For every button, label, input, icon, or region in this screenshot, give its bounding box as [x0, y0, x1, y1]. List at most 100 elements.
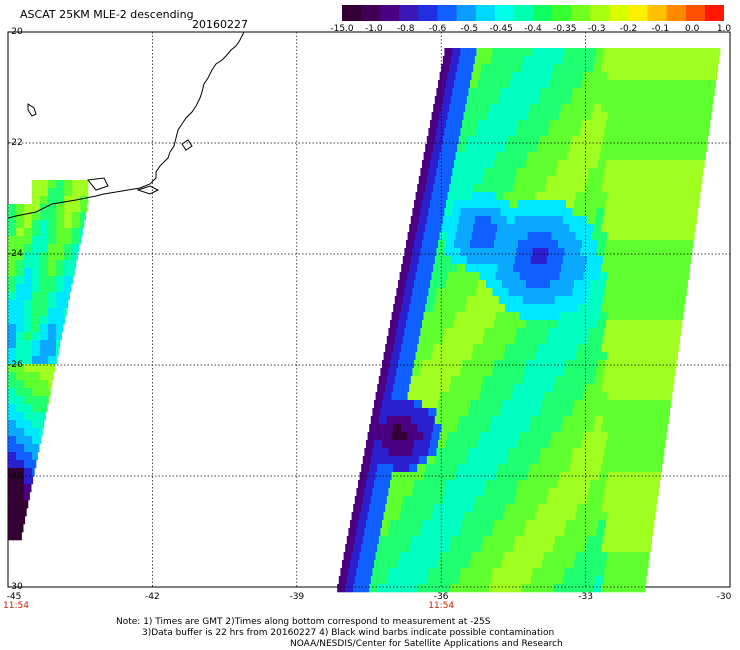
- swath-cell: [601, 584, 610, 593]
- swath-cell: [535, 432, 544, 441]
- swath-cell: [8, 332, 17, 341]
- swath-cell: [410, 456, 420, 465]
- swath-cell: [436, 328, 445, 337]
- swath-cell: [455, 552, 464, 561]
- swath-cell: [513, 104, 522, 113]
- swath-cell: [390, 360, 399, 369]
- swath-cell: [554, 336, 564, 345]
- swath-cell: [481, 144, 490, 153]
- swath-cell: [553, 544, 562, 553]
- swath-cell: [80, 212, 86, 221]
- swath-cell: [599, 552, 608, 561]
- swath-cell: [601, 344, 610, 353]
- swath-cell: [348, 568, 357, 577]
- swath-cell: [545, 384, 554, 393]
- swath-cell: [582, 200, 591, 209]
- swath-cell: [409, 344, 418, 353]
- swath-cell: [612, 88, 621, 97]
- swath-cell: [402, 256, 412, 265]
- swath-cell: [598, 440, 607, 449]
- swath-cell: [425, 384, 434, 393]
- colorbar-swatch: [628, 5, 649, 21]
- swath-cell: [414, 440, 423, 449]
- swath-cell: [404, 528, 413, 537]
- swath-cell: [500, 88, 509, 97]
- swath-cell: [16, 460, 25, 469]
- swath-cell: [705, 144, 707, 153]
- swath-cell: [396, 448, 405, 457]
- swath-cell: [382, 560, 391, 569]
- swath-cell: [484, 208, 493, 217]
- swath-cell: [450, 336, 460, 345]
- swath-cell: [476, 128, 485, 137]
- swath-cell: [519, 552, 528, 561]
- swath-cell: [630, 200, 639, 209]
- swath-cell: [644, 568, 648, 577]
- swath-cell: [24, 252, 33, 261]
- swath-cell: [588, 488, 597, 497]
- swath-cell: [634, 416, 644, 425]
- swath-cell: [623, 432, 632, 441]
- swath-cell: [598, 200, 607, 209]
- colorbar-tick-label: -0.1: [651, 24, 670, 34]
- swath-cell: [511, 392, 520, 401]
- coastal-lagoon: [87, 177, 160, 195]
- swath-cell: [588, 168, 597, 177]
- swath-cell: [631, 552, 640, 561]
- swath-cell: [610, 256, 620, 265]
- swath-cell: [8, 436, 17, 445]
- swath-cell: [473, 304, 482, 313]
- swath-cell: [422, 200, 431, 209]
- swath-cell: [602, 56, 612, 65]
- swath-cell: [527, 312, 536, 321]
- swath-cell: [609, 184, 618, 193]
- swath-cell: [590, 480, 599, 489]
- swath-cell: [674, 96, 684, 105]
- swath-cell: [466, 176, 476, 185]
- swath-cell: [550, 360, 559, 369]
- swath-cell: [510, 80, 519, 89]
- swath-cell: [575, 232, 584, 241]
- swath-cell: [492, 488, 501, 497]
- swath-cell: [585, 424, 594, 433]
- swath-cell: [673, 224, 682, 233]
- swath-cell: [668, 48, 677, 57]
- swath-cell: [468, 408, 477, 417]
- swath-cell: [538, 136, 548, 145]
- swath-cell: [666, 336, 676, 345]
- swath-cell: [654, 360, 663, 369]
- swath-cell: [426, 136, 436, 145]
- swath-cell: [602, 376, 612, 385]
- swath-cell: [556, 488, 565, 497]
- swath-cell: [48, 284, 57, 293]
- swath-cell: [24, 476, 33, 485]
- swath-cell: [628, 488, 637, 497]
- swath-cell: [406, 360, 415, 369]
- swath-cell: [438, 520, 447, 529]
- swath-cell: [391, 552, 400, 561]
- swath-cell: [646, 160, 655, 169]
- colorbar-swatch: [533, 5, 553, 21]
- swath-cell: [476, 328, 485, 337]
- swath-cell: [574, 480, 583, 489]
- swath-cell: [415, 192, 424, 201]
- swath-cell: [585, 504, 594, 513]
- swath-cell: [522, 96, 532, 105]
- swath-cell: [663, 312, 672, 321]
- swath-cell: [482, 136, 492, 145]
- swath-cell: [566, 120, 575, 129]
- swath-cell: [628, 288, 637, 297]
- swath-cell: [538, 376, 548, 385]
- swath-cell: [604, 288, 613, 297]
- swath-cell: [548, 568, 557, 577]
- swath-cell: [502, 80, 511, 89]
- swath-cell: [690, 216, 697, 225]
- swath-cell: [32, 308, 41, 317]
- swath-cell: [497, 384, 506, 393]
- swath-cell: [529, 584, 538, 593]
- swath-cell: [481, 544, 490, 553]
- swath-cell: [570, 256, 580, 265]
- swath-cell: [410, 256, 420, 265]
- swath-cell: [708, 128, 710, 137]
- swath-cell: [468, 208, 477, 217]
